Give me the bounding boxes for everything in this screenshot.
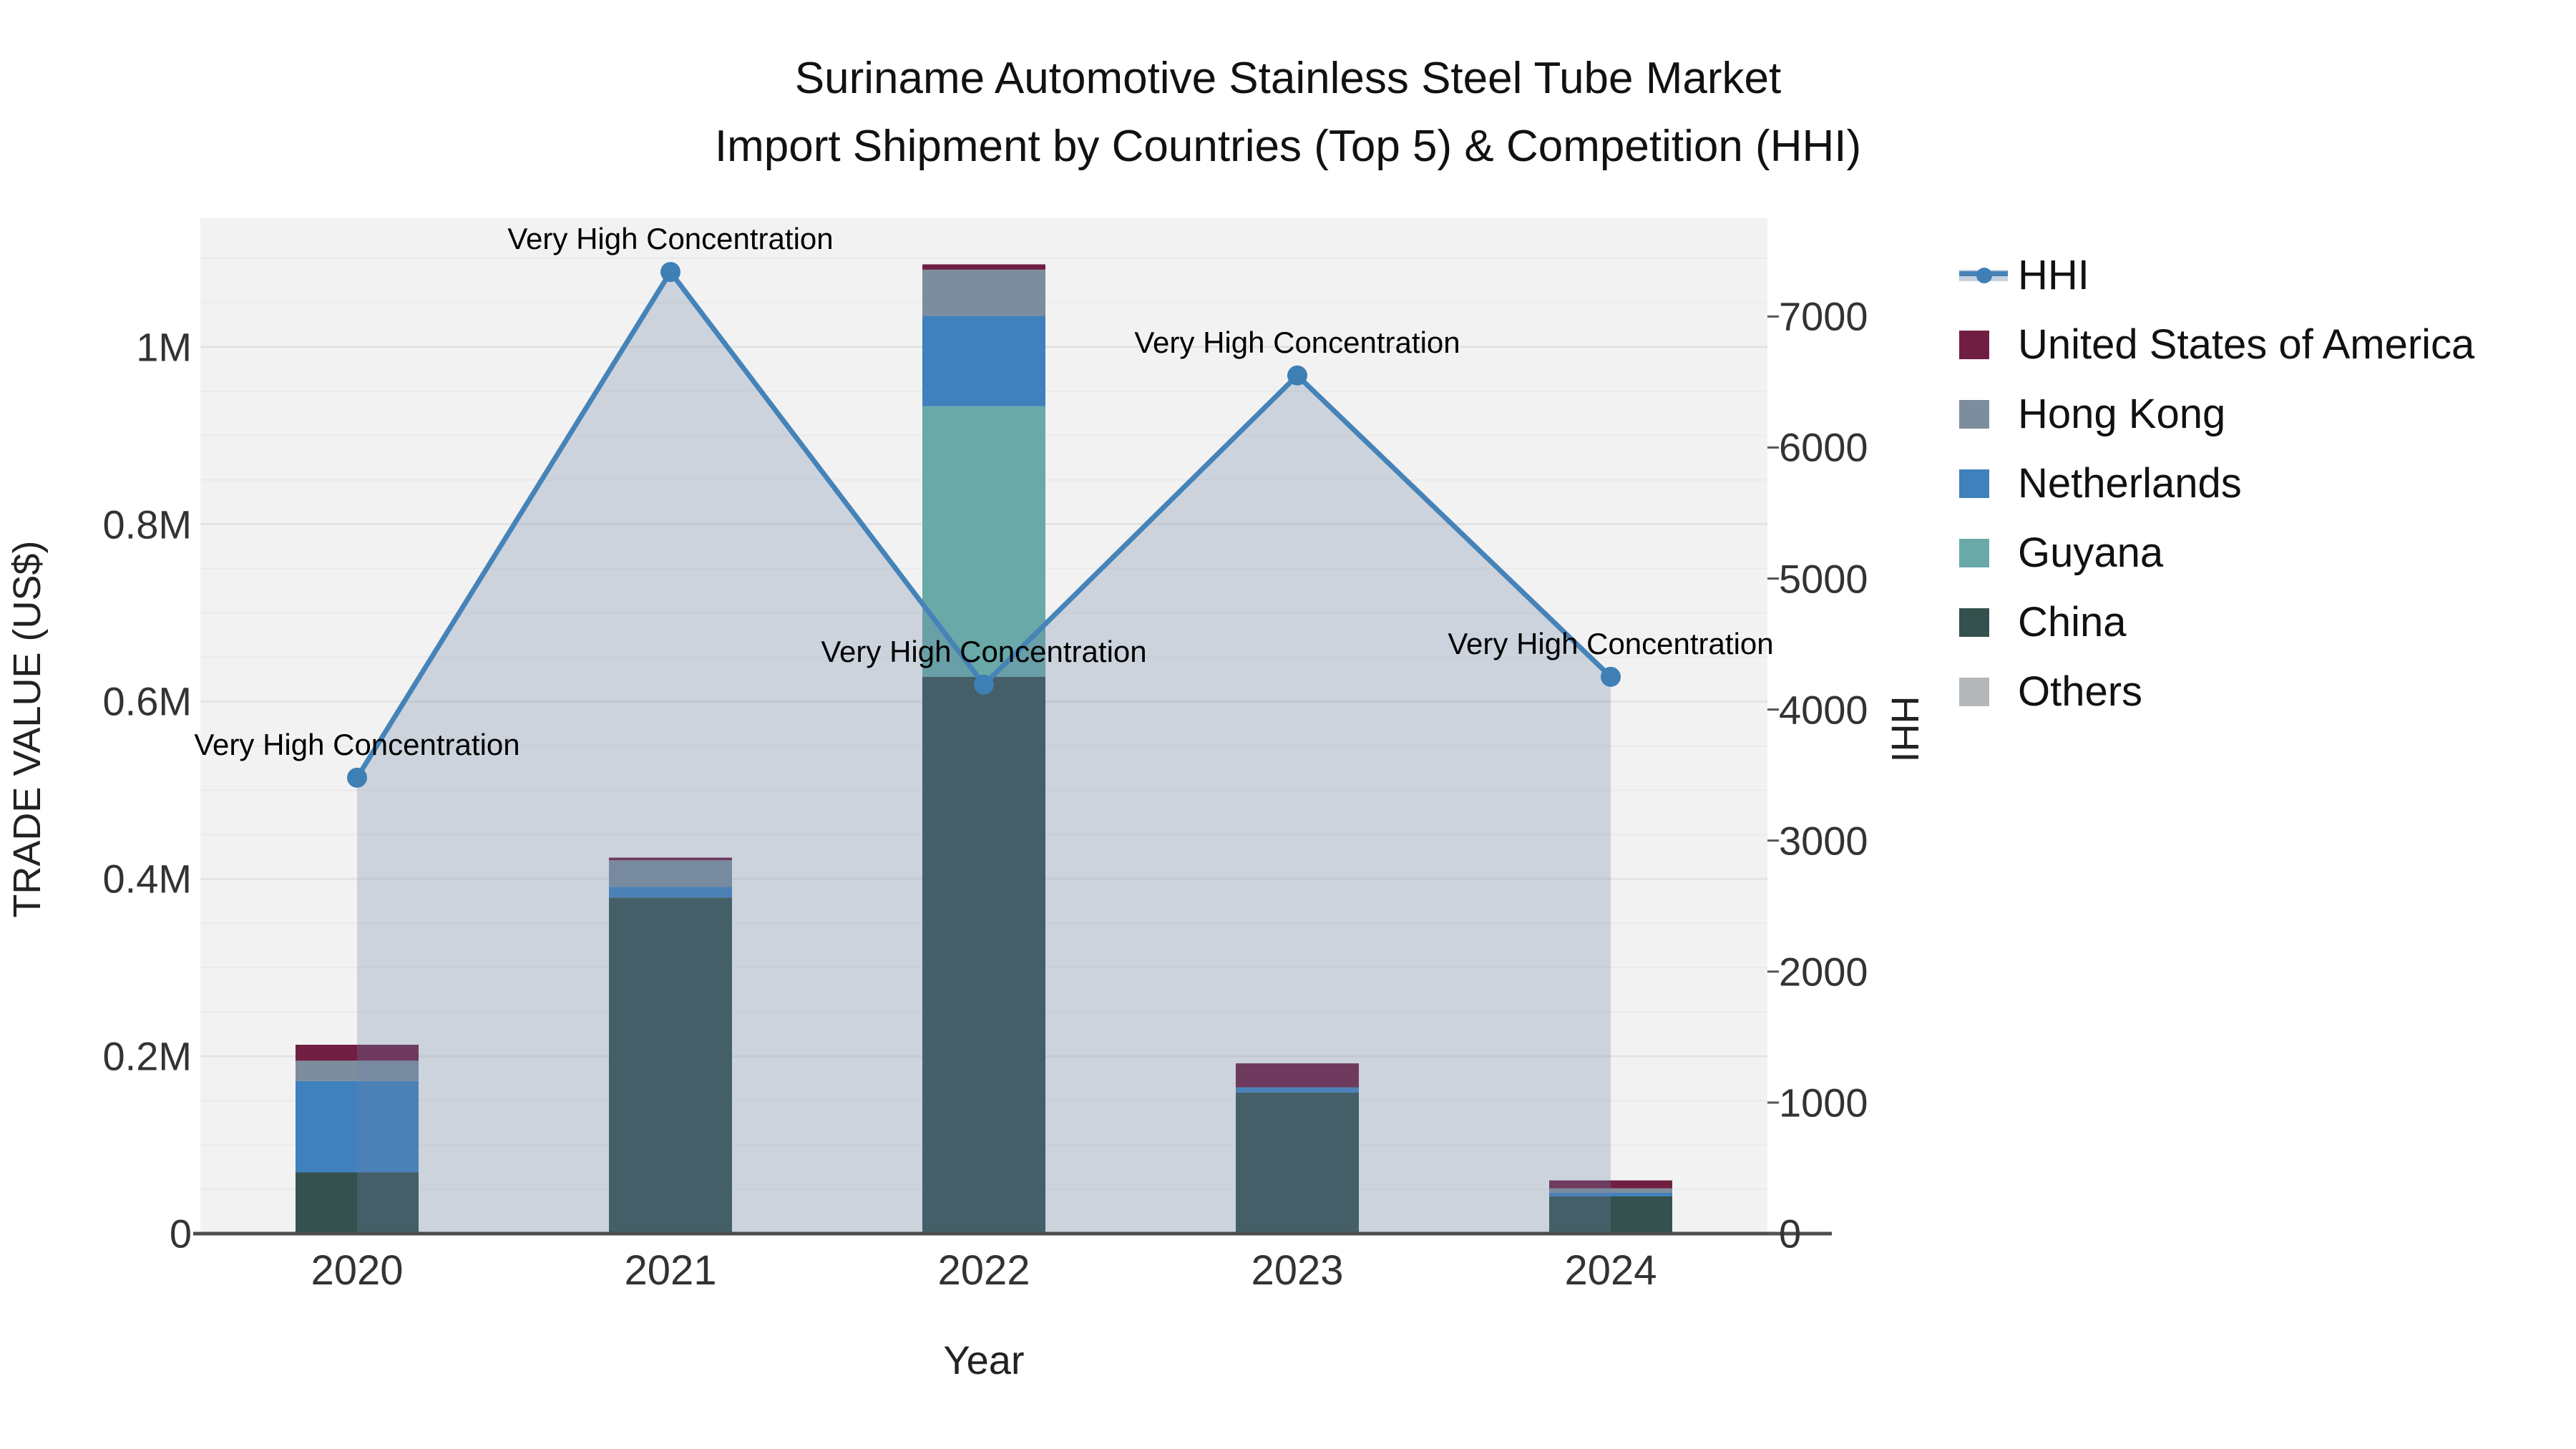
legend-label: Netherlands [2018, 460, 2242, 507]
legend-color-swatch-icon [1959, 608, 1989, 637]
x-axis-tick-label: 2024 [1564, 1247, 1657, 1294]
x-axis-tick-label: 2022 [937, 1247, 1030, 1294]
bar-segment-netherlands-2023[interactable] [1236, 1087, 1359, 1093]
right-axis-tick-label: 5000 [1779, 556, 1868, 602]
bar-segment-china-2020[interactable] [296, 1172, 419, 1234]
bar-segment-china-2024[interactable] [1549, 1196, 1672, 1234]
bar-segment-united_states-2022[interactable] [922, 264, 1045, 270]
legend-label: Others [2018, 668, 2143, 715]
bar-segment-netherlands-2021[interactable] [609, 887, 732, 898]
hhi-area-fill [357, 272, 1611, 1234]
bar-segment-united_states-2024[interactable] [1549, 1180, 1672, 1189]
legend-label: China [2018, 599, 2127, 645]
legend-label: Hong Kong [2018, 391, 2226, 437]
left-axis-title: TRADE VALUE (US$) [6, 540, 49, 918]
legend-item-others[interactable]: Others [1959, 657, 2474, 726]
chart-title-line1: Suriname Automotive Stainless Steel Tube… [794, 54, 1782, 103]
hhi-marker-2020[interactable] [347, 767, 367, 788]
legend-item-hhi[interactable]: HHI [1959, 240, 2474, 310]
legend-label: Guyana [2018, 530, 2164, 576]
right-axis-tick-label: 7000 [1779, 293, 1868, 339]
right-axis-tick-label: 1000 [1779, 1080, 1868, 1126]
x-axis-tick-label: 2023 [1251, 1247, 1344, 1294]
annotation-2020: Very High Concentration [194, 727, 520, 761]
bar-segment-united_states-2021[interactable] [609, 857, 732, 861]
legend-label: HHI [2018, 252, 2089, 298]
x-axis-tick-label: 2021 [624, 1247, 717, 1294]
annotation-2024: Very High Concentration [1448, 626, 1774, 660]
bar-segment-netherlands-2020[interactable] [296, 1080, 419, 1173]
bar-segment-hong_kong-2024[interactable] [1549, 1188, 1672, 1193]
right-axis-tick-label: 2000 [1779, 949, 1868, 995]
annotation-2022: Very High Concentration [821, 634, 1147, 668]
bar-segment-china-2022[interactable] [922, 676, 1045, 1234]
legend-item-guyana[interactable]: Guyana [1959, 518, 2474, 587]
left-axis-tick-label: 0.8M [102, 502, 192, 547]
left-axis-tick-label: 0 [169, 1211, 192, 1257]
bar-segment-hong_kong-2020[interactable] [296, 1060, 419, 1081]
legend-label: United States of America [2018, 321, 2475, 368]
right-axis-title: HHI [1883, 696, 1926, 763]
legend-item-hong-kong[interactable]: Hong Kong [1959, 379, 2474, 449]
bar-segment-china-2023[interactable] [1236, 1092, 1359, 1234]
legend-dot [1976, 267, 1992, 283]
annotation-2021: Very High Concentration [507, 222, 834, 256]
x-axis-tick-label: 2020 [311, 1247, 404, 1294]
bar-segment-united_states-2023[interactable] [1236, 1063, 1359, 1088]
legend-color-swatch-icon [1959, 677, 1989, 706]
legend-color-swatch-icon [1959, 469, 1989, 498]
legend-item-netherlands[interactable]: Netherlands [1959, 449, 2474, 518]
bar-segment-netherlands-2022[interactable] [922, 316, 1045, 406]
hhi-marker-2022[interactable] [974, 674, 994, 695]
legend: HHI United States of America Hong Kong Neth… [1959, 240, 2474, 726]
left-axis-tick-label: 0.2M [102, 1033, 192, 1079]
legend-item-united-states-of-america[interactable]: United States of America [1959, 310, 2474, 379]
chart-title-line2: Import Shipment by Countries (Top 5) & C… [714, 122, 1862, 171]
chart-title: Suriname Automotive Stainless Steel Tube… [0, 44, 2576, 180]
legend-color-swatch-icon [1959, 538, 1989, 567]
legend-color-swatch-icon [1959, 399, 1989, 429]
right-axis-tick-label: 4000 [1779, 687, 1868, 733]
bar-segment-china-2021[interactable] [609, 897, 732, 1234]
bar-segment-united_states-2020[interactable] [296, 1045, 419, 1061]
bar-segment-hong_kong-2022[interactable] [922, 269, 1045, 316]
legend-line-swatch-icon [1959, 261, 2008, 290]
right-axis-tick-label: 0 [1779, 1211, 1802, 1257]
hhi-marker-2021[interactable] [660, 262, 680, 283]
right-axis-tick-label: 3000 [1779, 818, 1868, 864]
legend-color-swatch-icon [1959, 330, 1989, 359]
bar-segment-netherlands-2024[interactable] [1549, 1192, 1672, 1196]
bar-segment-hong_kong-2021[interactable] [609, 860, 732, 887]
left-axis-tick-label: 0.4M [102, 856, 192, 902]
left-axis-tick-label: 0.6M [102, 678, 192, 724]
right-axis-tick-label: 6000 [1779, 424, 1868, 470]
hhi-marker-2023[interactable] [1287, 365, 1307, 386]
legend-item-china[interactable]: China [1959, 587, 2474, 657]
hhi-marker-2024[interactable] [1601, 666, 1621, 687]
annotation-2023: Very High Concentration [1134, 325, 1460, 359]
left-axis-tick-label: 1M [136, 324, 192, 370]
x-axis-title: Year [943, 1337, 1025, 1382]
